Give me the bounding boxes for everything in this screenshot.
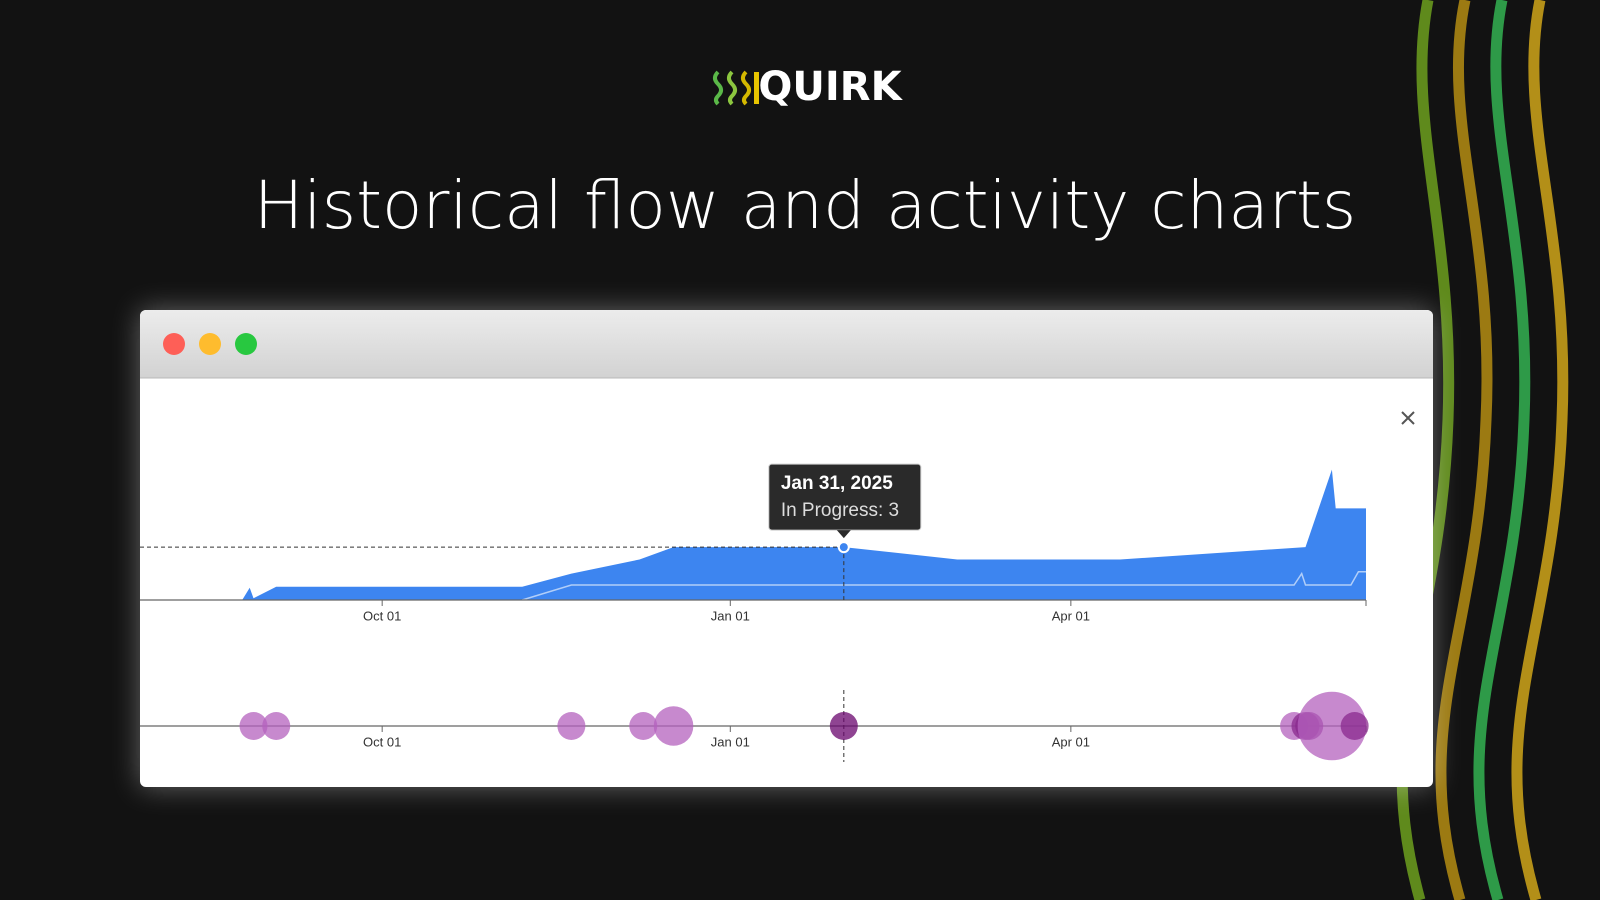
close-dot[interactable] [163, 333, 185, 355]
logo-text: QUIRK [758, 64, 903, 110]
tooltip: Jan 31, 2025 In Progress: 3 [768, 463, 922, 539]
tooltip-title: Jan 31, 2025 [781, 473, 893, 494]
bubble [239, 712, 268, 740]
bubble [629, 712, 658, 740]
page-title: Historical flow and activity charts [254, 167, 1356, 244]
bubble [829, 712, 858, 740]
bubble [1340, 712, 1369, 740]
bubble [653, 706, 694, 746]
logo: QUIRK [713, 64, 904, 110]
close-icon[interactable] [1401, 411, 1415, 425]
bubble [262, 712, 291, 740]
x-tick-label: Apr 01 [1052, 608, 1090, 623]
bubble [1297, 691, 1367, 761]
bubble [557, 712, 586, 740]
area [140, 469, 1366, 600]
hover-point [837, 541, 850, 554]
zoom-dot[interactable] [235, 333, 257, 355]
x-tick-label: Oct 01 [363, 608, 401, 623]
tooltip-arrow [836, 530, 851, 539]
x-tick-label: Jan 01 [711, 734, 750, 749]
x-tick-label: Jan 01 [711, 608, 750, 623]
tooltip-label: In Progress: 3 [781, 500, 899, 521]
area-line [521, 571, 1366, 601]
charts: Oct 01 Jan 01 Apr 01 Jan 31, 2025 In Progres… [140, 463, 1369, 762]
x-tick-label: Apr 01 [1052, 734, 1090, 749]
x-tick-label: Oct 01 [363, 734, 401, 749]
minimize-dot[interactable] [199, 333, 221, 355]
